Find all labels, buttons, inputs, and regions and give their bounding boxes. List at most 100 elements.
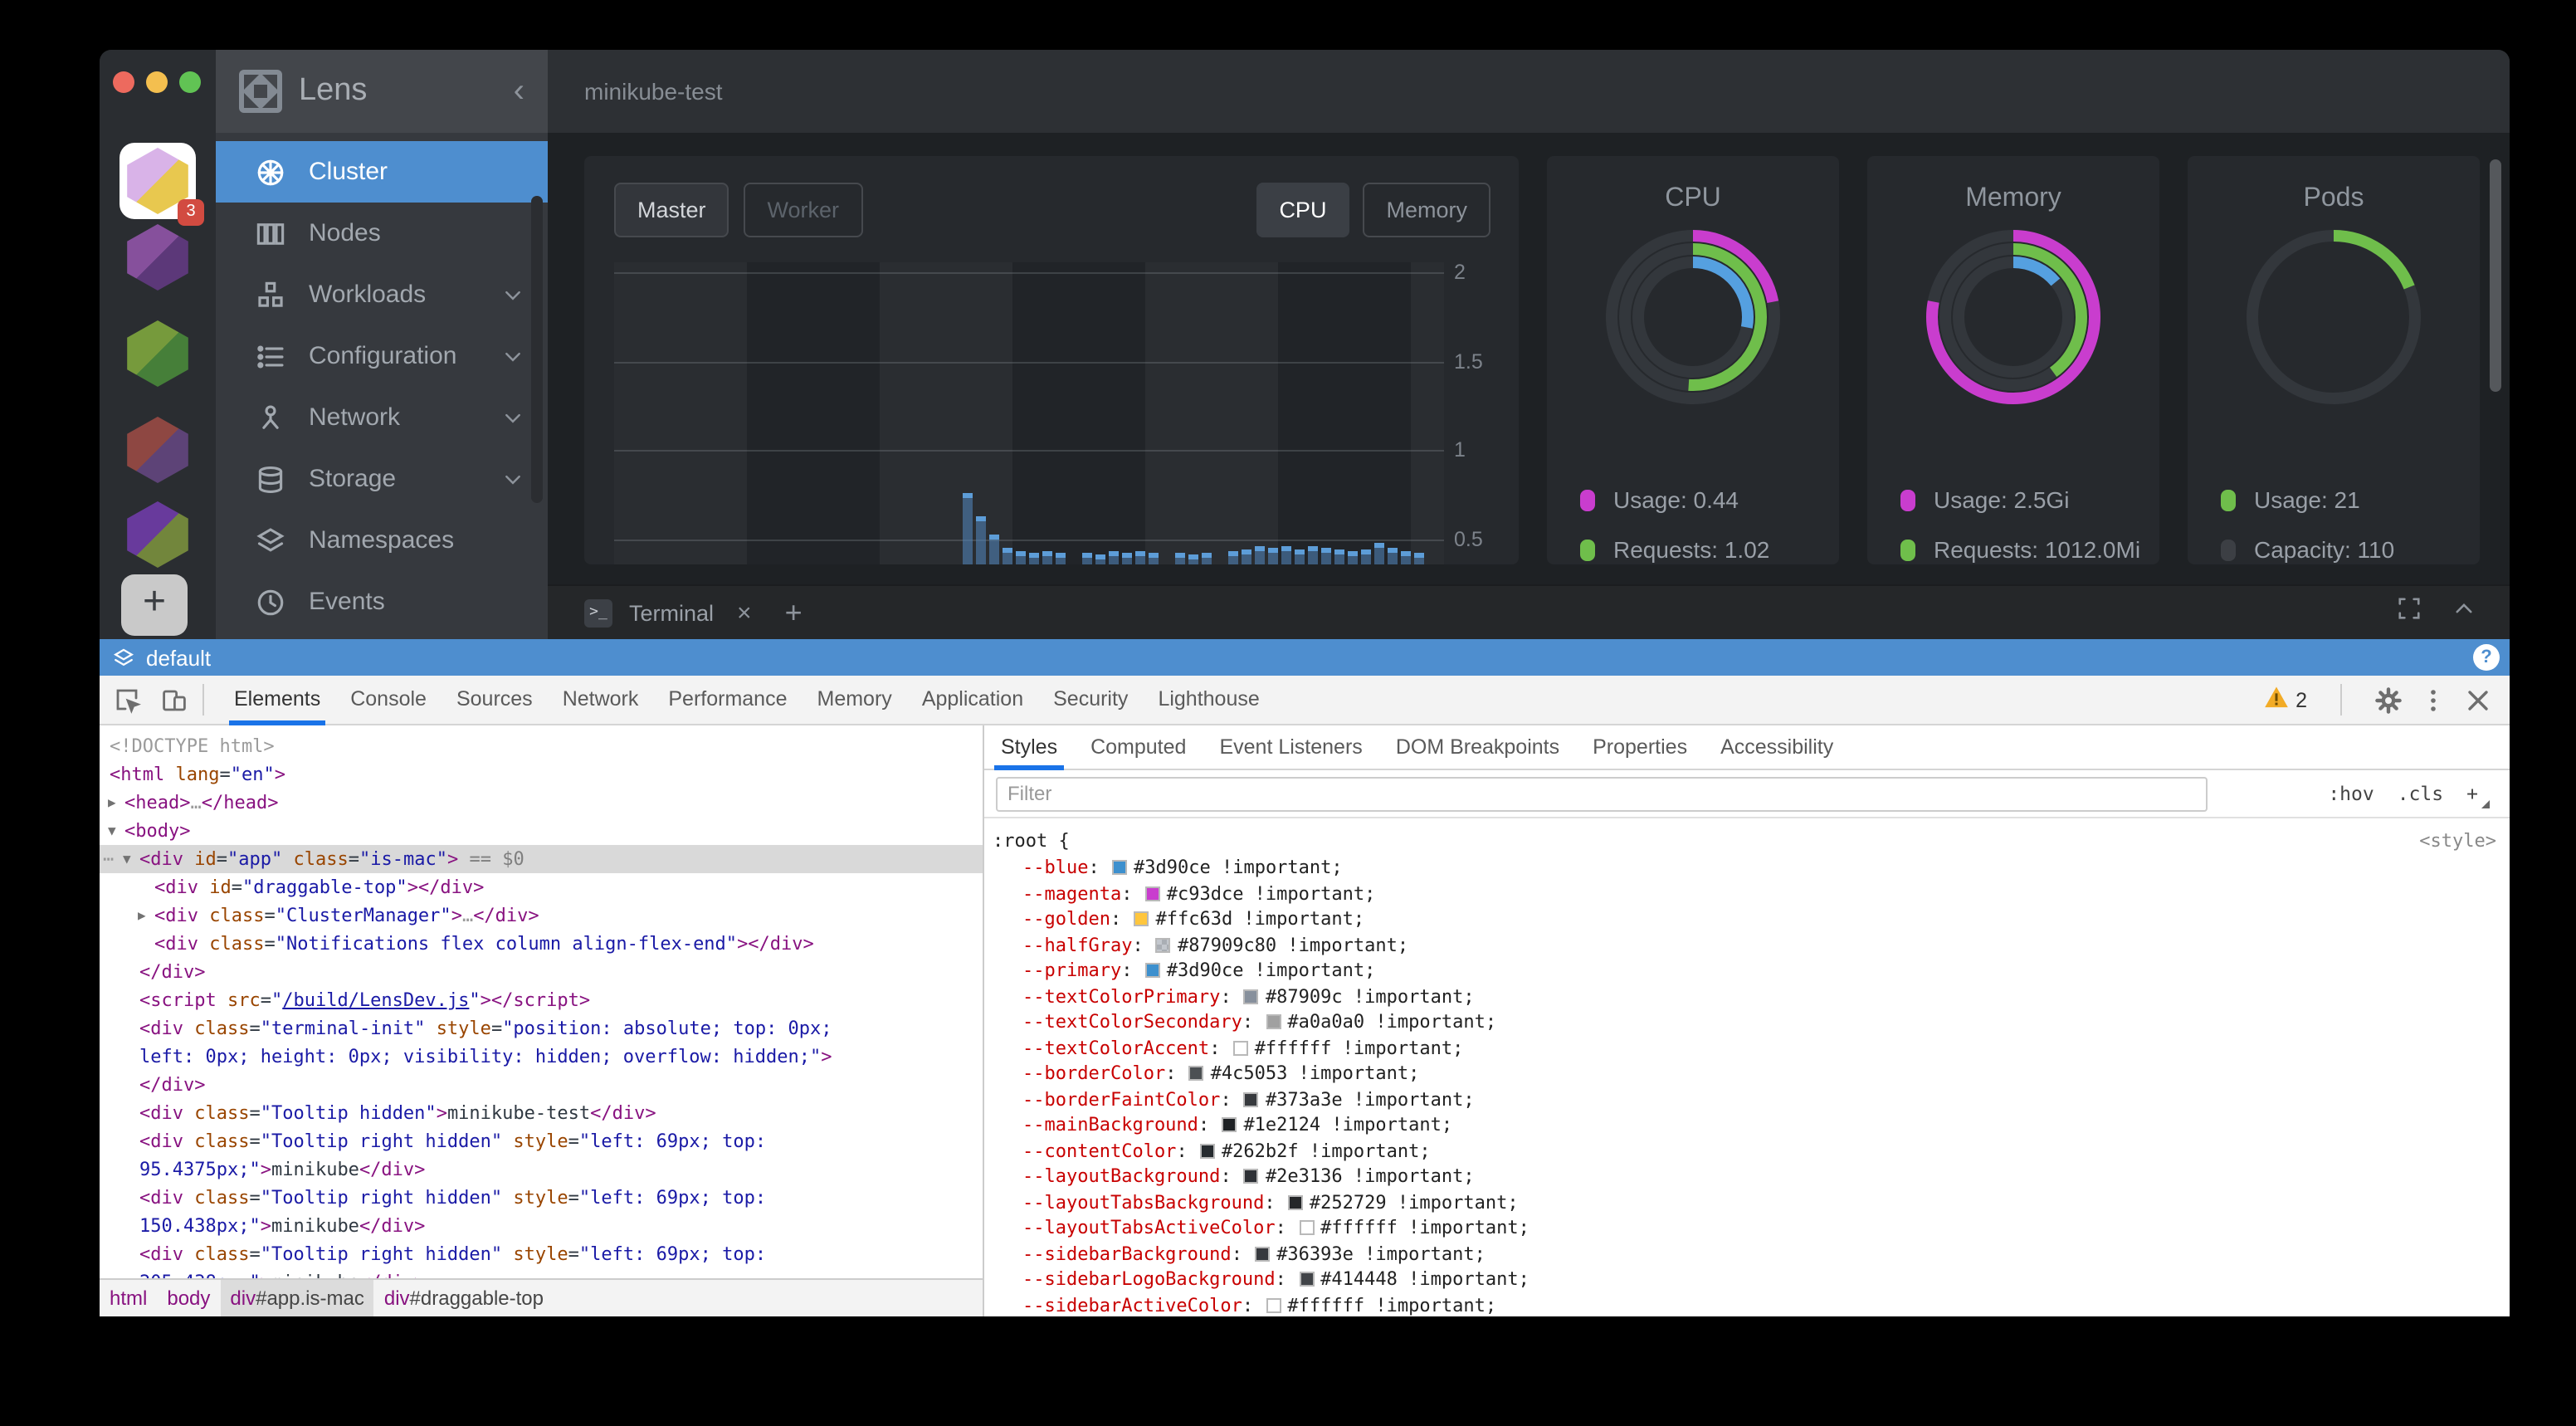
color-swatch[interactable] — [1222, 1117, 1237, 1132]
node-more-icon[interactable]: ⋯ — [103, 848, 115, 870]
styles-tab-properties[interactable]: Properties — [1593, 735, 1688, 758]
devtools-tab-performance[interactable]: Performance — [668, 686, 788, 710]
dom-tree-row[interactable]: ▼ ⋯ <div id="app" class="is-mac"> == $0 — [100, 845, 983, 873]
inspect-element-icon[interactable] — [115, 686, 141, 713]
css-variable-row[interactable]: --mainBackground: #1e2124 !important; — [1022, 1114, 1453, 1135]
css-variable-row[interactable]: --layoutTabsBackground: #252729 !importa… — [1022, 1191, 1519, 1213]
dom-tree-row[interactable]: ▶ <head>…</head> — [100, 789, 983, 817]
zoom-window-button[interactable] — [179, 71, 201, 93]
devtools-tab-lighthouse[interactable]: Lighthouse — [1158, 686, 1260, 710]
devtools-tab-elements[interactable]: Elements — [219, 675, 335, 725]
dom-tree-row[interactable]: <div class="Tooltip right hidden" style=… — [139, 1243, 767, 1265]
rule-selector[interactable]: :root { — [993, 830, 1070, 852]
color-swatch[interactable] — [1255, 1246, 1271, 1261]
new-style-rule-button[interactable]: + — [2466, 782, 2490, 808]
dom-tree-row[interactable]: <!DOCTYPE html> — [110, 735, 275, 757]
css-variable-row[interactable]: --layoutTabsActiveColor: #ffffff !import… — [1022, 1217, 1530, 1238]
expand-arrow-icon[interactable]: ▶ — [108, 795, 116, 810]
breadcrumb-item[interactable]: body — [167, 1286, 211, 1309]
sidebar-scrollbar[interactable] — [531, 196, 543, 503]
sidebar-item-network[interactable]: Network — [216, 387, 548, 448]
expand-arrow-icon[interactable]: ▶ — [138, 908, 146, 923]
color-swatch[interactable] — [1243, 1169, 1259, 1184]
css-variable-row[interactable]: --borderColor: #4c5053 !important; — [1022, 1062, 1420, 1084]
color-swatch[interactable] — [1243, 989, 1259, 1004]
css-variable-row[interactable]: --sidebarActiveColor: #ffffff !important… — [1022, 1294, 1497, 1316]
styles-filter-input[interactable] — [996, 776, 2208, 811]
pane-divider[interactable] — [983, 725, 984, 1316]
expand-arrow-icon[interactable]: ▼ — [123, 852, 131, 867]
terminal-tab[interactable]: Terminal — [629, 600, 715, 625]
sidebar-item-nodes[interactable]: Nodes — [216, 203, 548, 264]
dom-tree-row[interactable]: <div class="Tooltip right hidden" style=… — [139, 1187, 767, 1209]
dock-expand-icon[interactable] — [2397, 596, 2422, 629]
sidebar-item-configuration[interactable]: Configuration — [216, 325, 548, 387]
css-variable-row[interactable]: --blue: #3d90ce !important; — [1022, 857, 1343, 878]
breadcrumb-item[interactable]: div#draggable-top — [383, 1286, 544, 1309]
terminal-close-icon[interactable]: × — [737, 598, 752, 627]
device-toolbar-icon[interactable] — [161, 686, 188, 713]
terminal-add-icon[interactable]: + — [784, 595, 803, 628]
cluster-avatar[interactable] — [124, 224, 191, 291]
dom-tree-row[interactable]: 95.4375px;">minikube</div> — [139, 1159, 426, 1180]
css-variable-row[interactable]: --layoutBackground: #2e3136 !important; — [1022, 1165, 1475, 1187]
node-tab-master[interactable]: Master — [614, 183, 729, 237]
color-swatch[interactable] — [1299, 1272, 1315, 1287]
devtools-tab-sources[interactable]: Sources — [456, 686, 533, 710]
dom-tree-row[interactable]: <html lang="en"> — [110, 764, 285, 785]
cluster-avatar[interactable] — [124, 320, 191, 387]
dom-tree-row[interactable]: </div> — [139, 1074, 206, 1096]
dom-tree-row[interactable]: <div class="terminal-init" style="positi… — [139, 1018, 832, 1039]
cluster-avatar[interactable]: 3 — [120, 143, 204, 226]
dom-tree-row[interactable]: <div class="Notifications flex column al… — [154, 933, 814, 955]
color-swatch[interactable] — [1188, 1066, 1204, 1081]
dom-tree-row[interactable]: ▶ <div class="ClusterManager">…</div> — [100, 901, 983, 930]
dom-tree-row[interactable]: <script src="/build/LensDev.js"></script… — [139, 989, 591, 1011]
dom-tree-row[interactable]: </div> — [139, 961, 206, 983]
color-swatch[interactable] — [1299, 1220, 1315, 1235]
color-swatch[interactable] — [1287, 1194, 1303, 1209]
dom-tree-row[interactable]: 205.438px;">minikube</div> — [100, 1268, 983, 1278]
metric-tab-memory[interactable]: Memory — [1363, 183, 1490, 237]
dom-tree-row[interactable]: <div id="draggable-top"></div> — [154, 877, 485, 898]
minimize-window-button[interactable] — [146, 71, 168, 93]
color-swatch[interactable] — [1112, 860, 1127, 875]
toggle-pseudo-button[interactable]: :hov — [2328, 782, 2374, 805]
devtools-tab-console[interactable]: Console — [350, 686, 427, 710]
dom-tree-row[interactable]: <div class="Tooltip right hidden" style=… — [139, 1131, 767, 1152]
css-variable-row[interactable]: --sidebarBackground: #36393e !important; — [1022, 1243, 1486, 1264]
styles-tab-event-listeners[interactable]: Event Listeners — [1219, 735, 1363, 758]
css-variable-row[interactable]: --primary: #3d90ce !important; — [1022, 960, 1376, 981]
namespace-label[interactable]: default — [146, 645, 212, 670]
css-variable-row[interactable]: --textColorSecondary: #a0a0a0 !important… — [1022, 1011, 1497, 1033]
styles-tab-dom-breakpoints[interactable]: DOM Breakpoints — [1395, 735, 1560, 758]
devtools-tab-security[interactable]: Security — [1053, 686, 1129, 710]
more-menu-icon[interactable] — [2420, 686, 2447, 713]
add-cluster-button[interactable]: + — [121, 574, 188, 636]
breadcrumb-item[interactable]: div#app.is-mac — [220, 1279, 374, 1316]
css-variable-row[interactable]: --golden: #ffc63d !important; — [1022, 908, 1365, 930]
gear-icon[interactable] — [2375, 686, 2402, 713]
help-button[interactable]: ? — [2473, 644, 2500, 671]
breadcrumb-item[interactable]: html — [110, 1286, 148, 1309]
sidebar-item-storage[interactable]: Storage — [216, 448, 548, 510]
color-swatch[interactable] — [1144, 963, 1160, 978]
sidebar-item-workloads[interactable]: Workloads — [216, 264, 548, 325]
color-swatch[interactable] — [1134, 911, 1149, 926]
color-swatch[interactable] — [1199, 1143, 1215, 1158]
css-variable-row[interactable]: --sidebarLogoBackground: #414448 !import… — [1022, 1268, 1530, 1290]
devtools-tab-network[interactable]: Network — [562, 686, 639, 710]
dom-tree-row[interactable]: 150.438px;">minikube</div> — [139, 1215, 426, 1237]
color-swatch[interactable] — [1266, 1014, 1281, 1029]
style-source-link[interactable]: <style> — [2419, 830, 2496, 852]
color-swatch[interactable] — [1232, 1040, 1248, 1055]
toggle-classes-button[interactable]: .cls — [2397, 782, 2444, 805]
color-swatch[interactable] — [1266, 1297, 1281, 1312]
styles-tab-styles[interactable]: Styles — [984, 725, 1074, 769]
dashboard-scrollbar[interactable] — [2490, 159, 2501, 392]
sidebar-item-namespaces[interactable]: Namespaces — [216, 510, 548, 571]
devtools-tab-application[interactable]: Application — [921, 686, 1024, 710]
css-variable-row[interactable]: --halfGray: #87909c80 !important; — [1022, 934, 1409, 955]
cluster-avatar[interactable] — [124, 417, 191, 483]
css-variable-row[interactable]: --textColorPrimary: #87909c !important; — [1022, 985, 1475, 1007]
